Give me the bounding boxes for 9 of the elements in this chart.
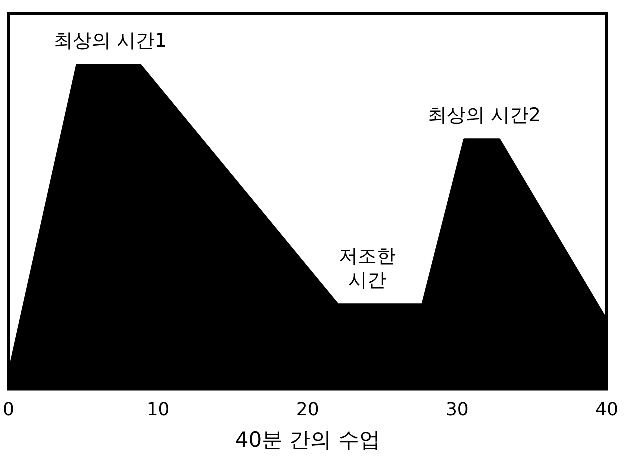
- annotation: 최상의 시간1: [54, 30, 168, 52]
- x-tick-label: 40: [596, 400, 618, 421]
- x-tick-label: 10: [146, 400, 170, 421]
- x-tick-label: 20: [296, 400, 320, 421]
- x-axis-title: 40분 간의 수업: [235, 428, 380, 452]
- annotation: 저조한 시간: [339, 246, 396, 292]
- annotation: 최상의 시간2: [428, 104, 541, 127]
- x-tick-label: 0: [3, 400, 14, 421]
- x-tick-label: 30: [446, 400, 469, 421]
